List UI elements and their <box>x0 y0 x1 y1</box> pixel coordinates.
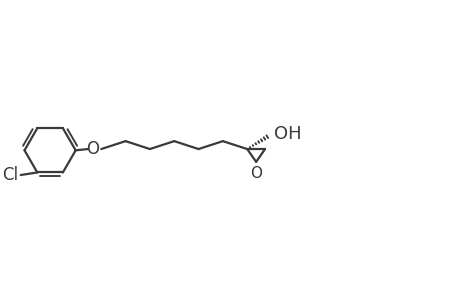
Text: Cl: Cl <box>2 166 18 184</box>
Text: OH: OH <box>274 125 301 143</box>
Text: O: O <box>250 166 262 181</box>
Text: O: O <box>86 140 99 158</box>
